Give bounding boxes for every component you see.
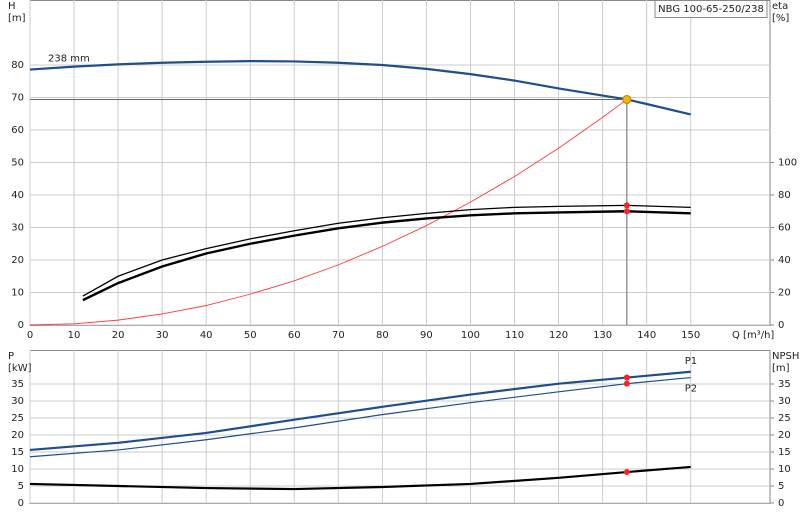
plot-area [29,350,771,504]
series-line [29,59,691,116]
y-tick-label: 20 [11,430,24,441]
x-tick-label: 140 [637,330,656,341]
y-axis-label: P [8,351,14,362]
duty-marker [623,380,630,387]
y-tick-label: 10 [11,464,24,475]
x-tick-label: 10 [68,330,81,341]
title-box [654,0,768,18]
x-tick-label: 50 [244,330,257,341]
series-line [82,210,691,302]
y2-axis-label: NPSH [772,351,799,362]
x-tick-label: 0 [27,330,33,341]
y-tick-label: 10 [11,288,24,299]
series-line [29,370,691,452]
y2-tick-label: 15 [778,447,791,458]
series-line [29,376,691,458]
series-line [29,99,628,326]
series-line [82,204,691,297]
x-tick-label: 30 [156,330,169,341]
y-tick-label: 80 [11,60,24,71]
y-tick-label: 30 [11,396,24,407]
y2-axis-label: eta [772,1,788,12]
y-axis-unit: [kW] [8,363,32,374]
y2-tick-label: 20 [778,430,791,441]
y-tick-label: 5 [18,481,24,492]
y-tick-label: 40 [11,190,24,201]
x-tick-label: 80 [376,330,389,341]
y-axis-label: H [8,1,16,12]
y-tick-label: 0 [18,498,24,509]
y2-tick-label: 10 [778,464,791,475]
y-tick-label: 25 [11,413,24,424]
series-label: P2 [685,384,697,395]
operating-point [622,94,632,104]
duty-marker [623,374,630,381]
series-label: 238 mm [48,54,90,65]
duty-marker [623,208,630,215]
x-tick-label: 70 [332,330,345,341]
x-tick-label: 20 [112,330,125,341]
y-tick-label: 20 [11,255,24,266]
series-label: P1 [685,356,697,367]
chart-title: NBG 100-65-250/238 [658,4,764,15]
y-tick-label: 60 [11,125,24,136]
x-tick-label: 120 [549,330,568,341]
y-tick-label: 30 [11,223,24,234]
x-axis-label: Q [m³/h] [732,330,774,341]
y2-tick-label: 25 [778,413,791,424]
y2-tick-label: 80 [778,190,791,201]
x-tick-label: 110 [505,330,524,341]
y2-axis-unit: [%] [772,13,789,24]
y-axis-unit: [m] [8,13,26,24]
y-tick-label: 70 [11,93,24,104]
y2-tick-label: 60 [778,223,791,234]
y2-tick-label: 100 [778,158,797,169]
y2-tick-label: 0 [778,498,784,509]
y2-tick-label: 30 [778,396,791,407]
series-line [29,465,691,491]
duty-marker [623,202,630,209]
y-tick-label: 0 [18,320,24,331]
y2-tick-label: 20 [778,288,791,299]
y2-axis-unit: [m] [772,363,790,374]
duty-marker [623,469,630,476]
x-tick-label: 60 [288,330,301,341]
x-tick-label: 150 [681,330,700,341]
y-tick-label: 50 [11,158,24,169]
x-tick-label: 90 [420,330,433,341]
x-tick-label: 100 [461,330,480,341]
y2-tick-label: 35 [778,379,791,390]
y2-tick-label: 0 [778,320,784,331]
y2-tick-label: 40 [778,255,791,266]
x-tick-label: 130 [593,330,612,341]
y2-tick-label: 5 [778,481,784,492]
y-tick-label: 35 [11,379,24,390]
x-tick-label: 40 [200,330,213,341]
y-tick-label: 15 [11,447,24,458]
